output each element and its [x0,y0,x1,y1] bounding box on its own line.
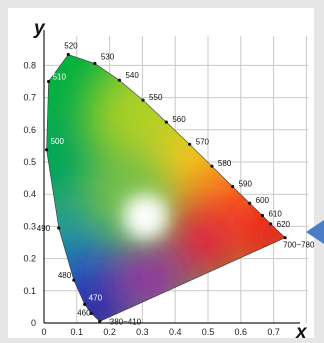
wavelength-markers: 380~410 460 470 480 490 500 510 520 530 540 550 560… [37,41,314,326]
wavelength-marker [57,226,61,230]
wavelength-marker [210,164,214,168]
y-axis-title: y [33,18,46,39]
x-tick-label: 0.2 [103,327,116,337]
wavelength-label: 540 [125,71,139,80]
gamut-color-blob [238,197,286,268]
gamut-color-blob [46,107,109,217]
wavelength-label: 570 [196,137,210,146]
wavelength-marker [98,319,102,323]
wavelength-label: 590 [239,179,253,188]
x-tick-label: 0 [41,327,46,337]
wavelength-label: 480 [58,271,72,280]
x-tick-label: 0.7 [267,327,280,337]
y-tick-label: 0.6 [23,125,36,135]
wavelength-marker [93,61,97,66]
x-tick-label: 0.4 [169,327,182,337]
tick-labels: 0 0.1 0.2 0.3 0.4 0.5 0.6 0.7 0 0.1 0.2 0.3 0.4 0.5 0.… [23,60,279,337]
spectral-locus-outline [46,54,286,322]
wavelength-marker [46,79,51,84]
wavelength-marker [117,78,122,82]
wavelength-label: 550 [149,93,163,102]
cie-chromaticity-chart: 0 0.1 0.2 0.3 0.4 0.5 0.6 0.7 0 0.1 0.2 0.3 0.4 0.5 0.… [23,18,314,338]
wavelength-marker [66,52,70,57]
pointer-arrow [306,220,324,244]
color-gamut [46,54,286,322]
y-tick-label: 0.1 [23,286,36,296]
wavelength-marker [164,120,168,124]
y-tick-label: 0.2 [23,254,36,264]
wavelength-marker [83,302,87,306]
y-tick-label: 0.4 [23,189,36,199]
wavelength-marker [141,98,145,102]
y-tick-label: 0 [31,318,36,328]
x-tick-label: 0.1 [71,327,84,337]
x-axis-title: x [295,322,308,338]
wavelength-label: 560 [172,115,186,124]
chart-frame: 0 0.1 0.2 0.3 0.4 0.5 0.6 0.7 0 0.1 0.2 0.3 0.4 0.5 0.… [8,8,314,338]
wavelength-label: 530 [101,52,115,61]
wavelength-label: 610 [268,209,282,218]
wavelength-marker [269,222,273,226]
wavelength-marker [72,278,76,282]
wavelength-label: 470 [89,293,103,302]
wavelength-label: 580 [218,159,232,168]
wavelength-marker [188,142,192,146]
wavelength-marker [231,184,235,189]
wavelength-label: 490 [37,224,51,233]
wavelength-marker [283,236,287,240]
wavelength-label: 460 [77,308,91,317]
wavelength-label: 600 [256,196,270,205]
wavelength-label: 700~780 [283,241,314,250]
y-tick-label: 0.5 [23,157,36,167]
y-tick-label: 0.3 [23,221,36,231]
wavelength-marker [45,148,49,152]
x-tick-label: 0.5 [202,327,215,337]
wavelength-label: 620 [277,220,291,229]
wavelength-label: 520 [64,41,78,50]
wavelength-marker [260,213,265,218]
y-tick-label: 0.7 [23,93,36,103]
wavelength-label: 500 [51,137,65,146]
axes [43,30,300,324]
x-tick-label: 0.6 [235,327,248,337]
wavelength-label: 380~410 [110,317,142,326]
wavelength-label: 510 [53,73,67,82]
white-point-core [133,204,158,229]
wavelength-marker [89,311,93,315]
y-tick-label: 0.8 [23,60,36,70]
x-tick-label: 0.3 [136,327,149,337]
wavelength-marker [248,201,252,205]
